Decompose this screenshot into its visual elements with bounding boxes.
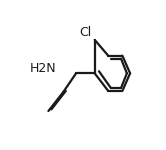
Text: Cl: Cl [79, 26, 91, 39]
Text: H2N: H2N [30, 62, 57, 75]
